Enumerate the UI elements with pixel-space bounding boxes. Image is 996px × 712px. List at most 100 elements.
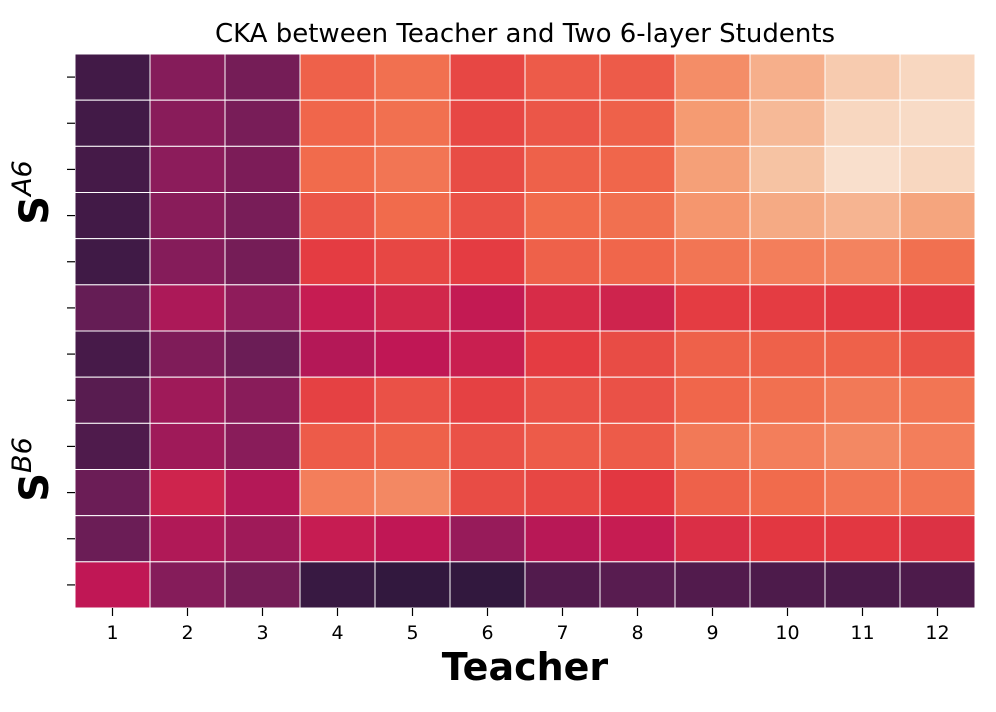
heatmap-cell xyxy=(74,192,151,240)
heatmap-cell xyxy=(599,330,676,378)
heatmap-cell xyxy=(599,192,676,240)
heatmap-cell xyxy=(224,469,301,517)
heatmap-cell xyxy=(74,99,151,147)
y-group-label: SA6 xyxy=(7,160,58,224)
heatmap-cell xyxy=(224,561,301,609)
heatmap-cell xyxy=(599,284,676,332)
heatmap-cell xyxy=(524,330,601,378)
x-tick-label: 10 xyxy=(775,622,799,644)
svg-text:SB6: SB6 xyxy=(7,437,58,502)
heatmap-cell xyxy=(149,192,226,240)
heatmap-cell xyxy=(299,515,376,563)
heatmap-cell xyxy=(524,238,601,286)
heatmap-cell xyxy=(524,515,601,563)
heatmap-cell xyxy=(224,99,301,147)
heatmap-cell xyxy=(899,469,976,517)
heatmap-cell xyxy=(74,515,151,563)
heatmap-cell xyxy=(299,330,376,378)
x-tick-label: 5 xyxy=(406,622,418,644)
heatmap-cell xyxy=(824,145,901,193)
heatmap-cell xyxy=(224,515,301,563)
heatmap-cell xyxy=(299,422,376,471)
heatmap-cell xyxy=(899,561,976,609)
x-tick-label: 2 xyxy=(181,622,193,644)
x-tick-label: 1 xyxy=(106,622,118,644)
x-tick-label: 9 xyxy=(706,622,718,644)
heatmap-cell xyxy=(449,99,526,147)
heatmap-cell xyxy=(149,515,226,563)
y-group-label-main: S xyxy=(12,196,58,225)
heatmap-cell xyxy=(674,469,751,517)
heatmap-cell xyxy=(749,238,826,286)
heatmap-cell xyxy=(224,330,301,378)
heatmap-cell xyxy=(149,53,226,101)
heatmap-cell xyxy=(899,376,976,424)
heatmap-cell xyxy=(449,192,526,240)
heatmap-cell xyxy=(599,53,676,101)
heatmap-cell xyxy=(824,192,901,240)
heatmap-cell xyxy=(449,53,526,101)
heatmap-cell xyxy=(899,53,976,101)
heatmap-cell xyxy=(299,469,376,517)
heatmap-cell xyxy=(74,422,151,471)
heatmap-cell xyxy=(74,53,151,101)
heatmap-cell xyxy=(524,53,601,101)
heatmap-cell xyxy=(74,330,151,378)
heatmap-cell xyxy=(824,284,901,332)
heatmap-cell xyxy=(674,330,751,378)
heatmap-cell xyxy=(449,145,526,193)
heatmap-cell xyxy=(824,330,901,378)
heatmap-cell xyxy=(749,284,826,332)
heatmap-cell xyxy=(299,376,376,424)
heatmap-cell xyxy=(824,422,901,471)
x-tick-label: 7 xyxy=(556,622,568,644)
heatmap-cell xyxy=(374,238,451,286)
heatmap-cell xyxy=(899,238,976,286)
heatmap-cell xyxy=(224,284,301,332)
x-tick-label: 3 xyxy=(256,622,268,644)
heatmap-cell xyxy=(599,145,676,193)
heatmap-cell xyxy=(74,561,151,609)
heatmap-cell xyxy=(299,284,376,332)
heatmap-cell xyxy=(149,469,226,517)
heatmap-cell xyxy=(524,284,601,332)
heatmap-cell xyxy=(299,238,376,286)
x-tick-label: 6 xyxy=(481,622,493,644)
heatmap-cell xyxy=(749,99,826,147)
heatmap-cell xyxy=(749,192,826,240)
heatmap-cell xyxy=(599,515,676,563)
heatmap-cell xyxy=(74,376,151,424)
heatmap-cell xyxy=(224,422,301,471)
heatmap-cell xyxy=(674,238,751,286)
heatmap-cell xyxy=(824,515,901,563)
heatmap-cell xyxy=(599,376,676,424)
x-axis-ticks: 1 2 3 4 5 6 7 8 9 10 11 12 xyxy=(106,608,950,644)
y-axis-ticks xyxy=(67,76,75,586)
heatmap-cell xyxy=(599,422,676,471)
heatmap-cell xyxy=(524,192,601,240)
heatmap-cell xyxy=(74,469,151,517)
heatmap-cell xyxy=(824,238,901,286)
heatmap-cell xyxy=(824,99,901,147)
heatmap-cell xyxy=(824,53,901,101)
heatmap-cell xyxy=(824,376,901,424)
heatmap-cell xyxy=(899,145,976,193)
heatmap-cell xyxy=(674,561,751,609)
y-group-label-sup: B6 xyxy=(7,437,38,473)
heatmap-cell xyxy=(224,238,301,286)
heatmap-cell xyxy=(299,192,376,240)
heatmap-cell xyxy=(899,422,976,471)
heatmap-cell xyxy=(449,422,526,471)
heatmap-cell xyxy=(524,561,601,609)
heatmap-cell xyxy=(674,99,751,147)
heatmap-cell xyxy=(224,145,301,193)
heatmap-cell xyxy=(599,561,676,609)
heatmap-cell xyxy=(674,376,751,424)
heatmap-cell xyxy=(149,376,226,424)
heatmap-cell xyxy=(149,422,226,471)
heatmap-cell xyxy=(749,53,826,101)
heatmap-cell xyxy=(749,330,826,378)
heatmap-cell xyxy=(299,145,376,193)
